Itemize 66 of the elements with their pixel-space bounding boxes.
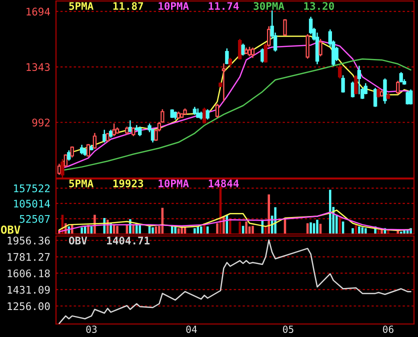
bar [316,220,318,234]
y-tick-label: 1431.09 [8,286,50,294]
x-tick-label: 04 [186,326,197,333]
bar [364,228,367,234]
text: 10PMA 14844 [158,179,239,188]
y-tick-label: 1956.36 [8,236,50,245]
candlestick [250,46,255,59]
candlestick [241,43,245,56]
bar [358,226,360,234]
y-tick-label: 1606.18 [8,269,50,278]
x-tick-label: 06 [382,326,394,333]
bar [329,190,332,234]
candlestick [112,122,116,137]
bar [310,222,312,234]
candlestick [138,126,142,137]
candlestick [396,80,400,95]
candlestick [92,132,97,150]
bar [216,223,218,234]
bar [174,226,176,234]
candlestick [215,103,220,119]
candlestick [318,38,322,57]
candlestick [248,46,252,57]
candlestick [283,18,287,36]
y-tick-label: 105014 [14,200,50,208]
candlestick [383,78,387,104]
bar [245,221,248,234]
y-tick-label: 992 [32,118,50,127]
x-tick-label: 03 [86,326,97,333]
candlestick [260,48,264,64]
y-axis-title: OBV [1,225,20,234]
text: OBV 1404.71 [69,236,150,245]
y-tick-label: 1781.27 [8,253,50,261]
candlestick [102,129,106,144]
y-tick-label: 1694 [26,8,50,16]
candlestick [341,74,345,94]
bar [152,227,154,234]
bar [116,226,118,234]
y-tick-label: 1343 [26,63,50,72]
candlestick [206,108,210,120]
candlestick [225,48,229,65]
candlestick [376,87,380,98]
candlestick [267,26,271,48]
candlestick [399,71,403,84]
bar [252,226,254,234]
bar [274,207,276,234]
x-tick-label: 05 [282,326,294,333]
bar [138,224,141,234]
candlestick [354,74,358,95]
candlestick [222,62,226,102]
bar [268,194,270,234]
y-tick-label: 52507 [20,214,50,223]
candlestick [357,65,362,95]
bar [352,228,354,234]
candlestick [408,88,413,106]
y-tick-label: 1256.00 [8,302,50,310]
candlestick [264,43,268,64]
text: 10PMA 11.74 [158,2,239,10]
text: 5PMA 11.87 [69,2,144,10]
text: 5PMA 19923 [69,179,144,188]
y-tick-label: 157522 [14,184,50,192]
candlestick [406,90,410,106]
candlestick [196,108,200,119]
candlestick [306,34,310,60]
bar [200,226,202,234]
bar [194,228,196,234]
text: 30PMA 13.20 [254,2,334,10]
